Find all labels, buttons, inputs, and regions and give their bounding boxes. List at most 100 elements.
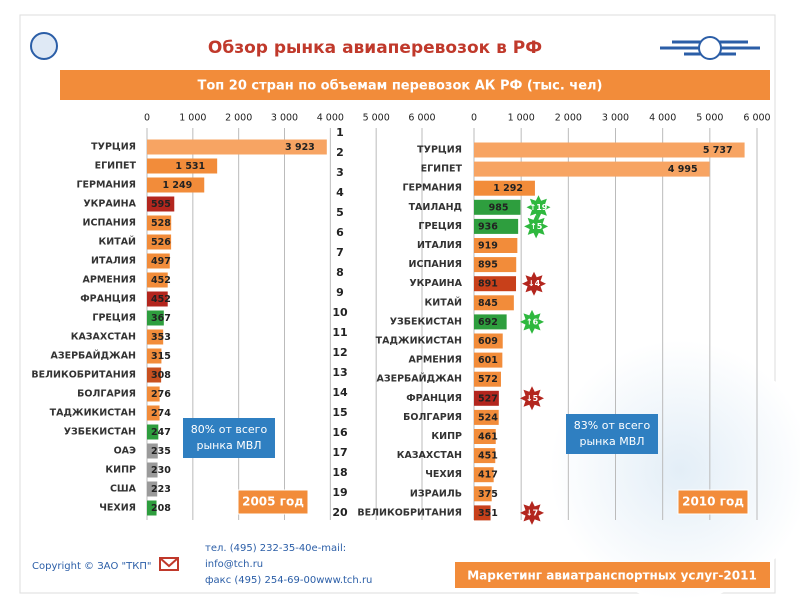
value-label: 274 [151,408,171,419]
value-label: 936 [478,221,498,232]
slide-title: Обзор рынка авиаперевозок в РФ [208,38,542,58]
category-label: ИСПАНИЯ [409,259,462,270]
bar [474,238,518,253]
bar [147,177,205,193]
value-label: 235 [151,446,171,457]
x-tick-label: 3 000 [271,113,298,124]
rank-number: 16 [332,426,348,439]
logo-left [30,32,58,60]
category-label: ГЕРМАНИЯ [76,180,136,191]
bar [147,386,160,402]
logo-right [660,36,760,60]
category-label: КИТАЙ [99,236,137,248]
category-label: ГРЕЦИЯ [418,221,462,232]
category-label: ИТАЛИЯ [91,256,136,267]
category-label: КИТАЙ [425,296,463,308]
category-label: ФРАНЦИЯ [80,294,136,305]
bar [474,257,517,273]
category-label: ИТАЛИЯ [417,240,462,251]
category-label: АЗЕРБАЙДЖАН [377,373,463,385]
category-label: ЧЕХИЯ [99,503,136,514]
bar [147,405,160,421]
rank-change-badge [522,271,546,296]
value-label: 1 531 [175,161,205,172]
category-label: КАЗАХСТАН [397,450,462,461]
value-label: 417 [478,470,498,481]
x-tick-label: 4 000 [317,113,344,124]
bar [474,161,710,177]
category-label: США [110,484,137,495]
note-text: 80% от всего [191,423,268,436]
bar [147,291,168,307]
x-tick-label: 1 000 [179,113,206,124]
category-label: УКРАИНА [83,199,136,210]
value-label: 919 [478,241,498,252]
rank-number: 8 [336,266,344,279]
bar [147,462,158,478]
bar [147,158,218,174]
subtitle-band [60,70,770,100]
note-box [183,418,275,458]
bar [474,486,492,502]
value-label: 4 995 [668,164,698,175]
x-tick-label: 6 000 [743,113,770,124]
category-label: БОЛГАРИЯ [77,389,136,400]
category-label: БОЛГАРИЯ [403,412,462,423]
bar [474,180,535,196]
value-label: 5 737 [703,145,733,156]
rank-change-label: ↑6 [526,317,539,326]
footer: Copyright © ЗАО "ТКП" тел. (495) 232-35-… [32,543,770,588]
rank-change-badge [520,500,544,525]
rank-number: 17 [332,446,347,459]
value-label: 528 [151,218,171,229]
value-label: 572 [478,374,498,385]
value-label: 601 [478,355,498,366]
category-label: ФРАНЦИЯ [406,393,462,404]
rank-change-badge [520,386,544,411]
category-label: КАЗАХСТАН [71,332,136,343]
x-tick-label: 0 [471,113,477,124]
period-label: 2005 год [242,495,304,509]
bar [147,253,170,269]
rank-number: 9 [336,286,344,299]
bar [474,352,503,368]
value-label: 895 [478,260,498,271]
value-label: 308 [151,370,171,381]
contact-line: тел. (495) 232-35-40e-mail: [205,543,346,554]
note-box [566,414,658,454]
rank-number: 5 [336,206,344,219]
value-label: 985 [489,202,509,213]
rank-number: 20 [332,506,348,519]
x-tick-label: 5 000 [696,113,723,124]
value-label: 527 [478,393,498,404]
bar [147,481,158,497]
tagline: Маркетинг авиатранспортных услуг-2011 [467,569,757,583]
category-label: ВЕЛИКОБРИТАНИЯ [357,507,462,518]
category-label: УЗБЕКИСТАН [64,427,136,438]
category-label: ОАЭ [114,446,136,457]
rank-change-label: ↑5 [530,222,543,231]
value-label: 452 [151,275,171,286]
tagline-box [455,562,770,588]
bar [474,199,521,215]
rank-change-label: ↓7 [526,508,538,517]
rank-number: 15 [332,406,347,419]
bar [474,409,499,425]
rank-number: 12 [332,346,347,359]
value-label: 526 [151,237,171,248]
period-box [237,489,309,515]
bar [474,218,519,234]
value-label: 609 [478,336,498,347]
value-label: 497 [151,256,171,267]
category-label: КИПР [105,465,136,476]
rank-number: 14 [332,386,348,399]
category-label: ТУРЦИЯ [91,142,136,153]
rank-number: 19 [332,486,347,499]
x-tick-label: 2 000 [555,113,582,124]
value-label: 452 [151,294,171,305]
bar [474,371,501,387]
value-label: 3 923 [285,142,315,153]
bar [474,333,503,349]
value-label: 461 [478,432,498,443]
